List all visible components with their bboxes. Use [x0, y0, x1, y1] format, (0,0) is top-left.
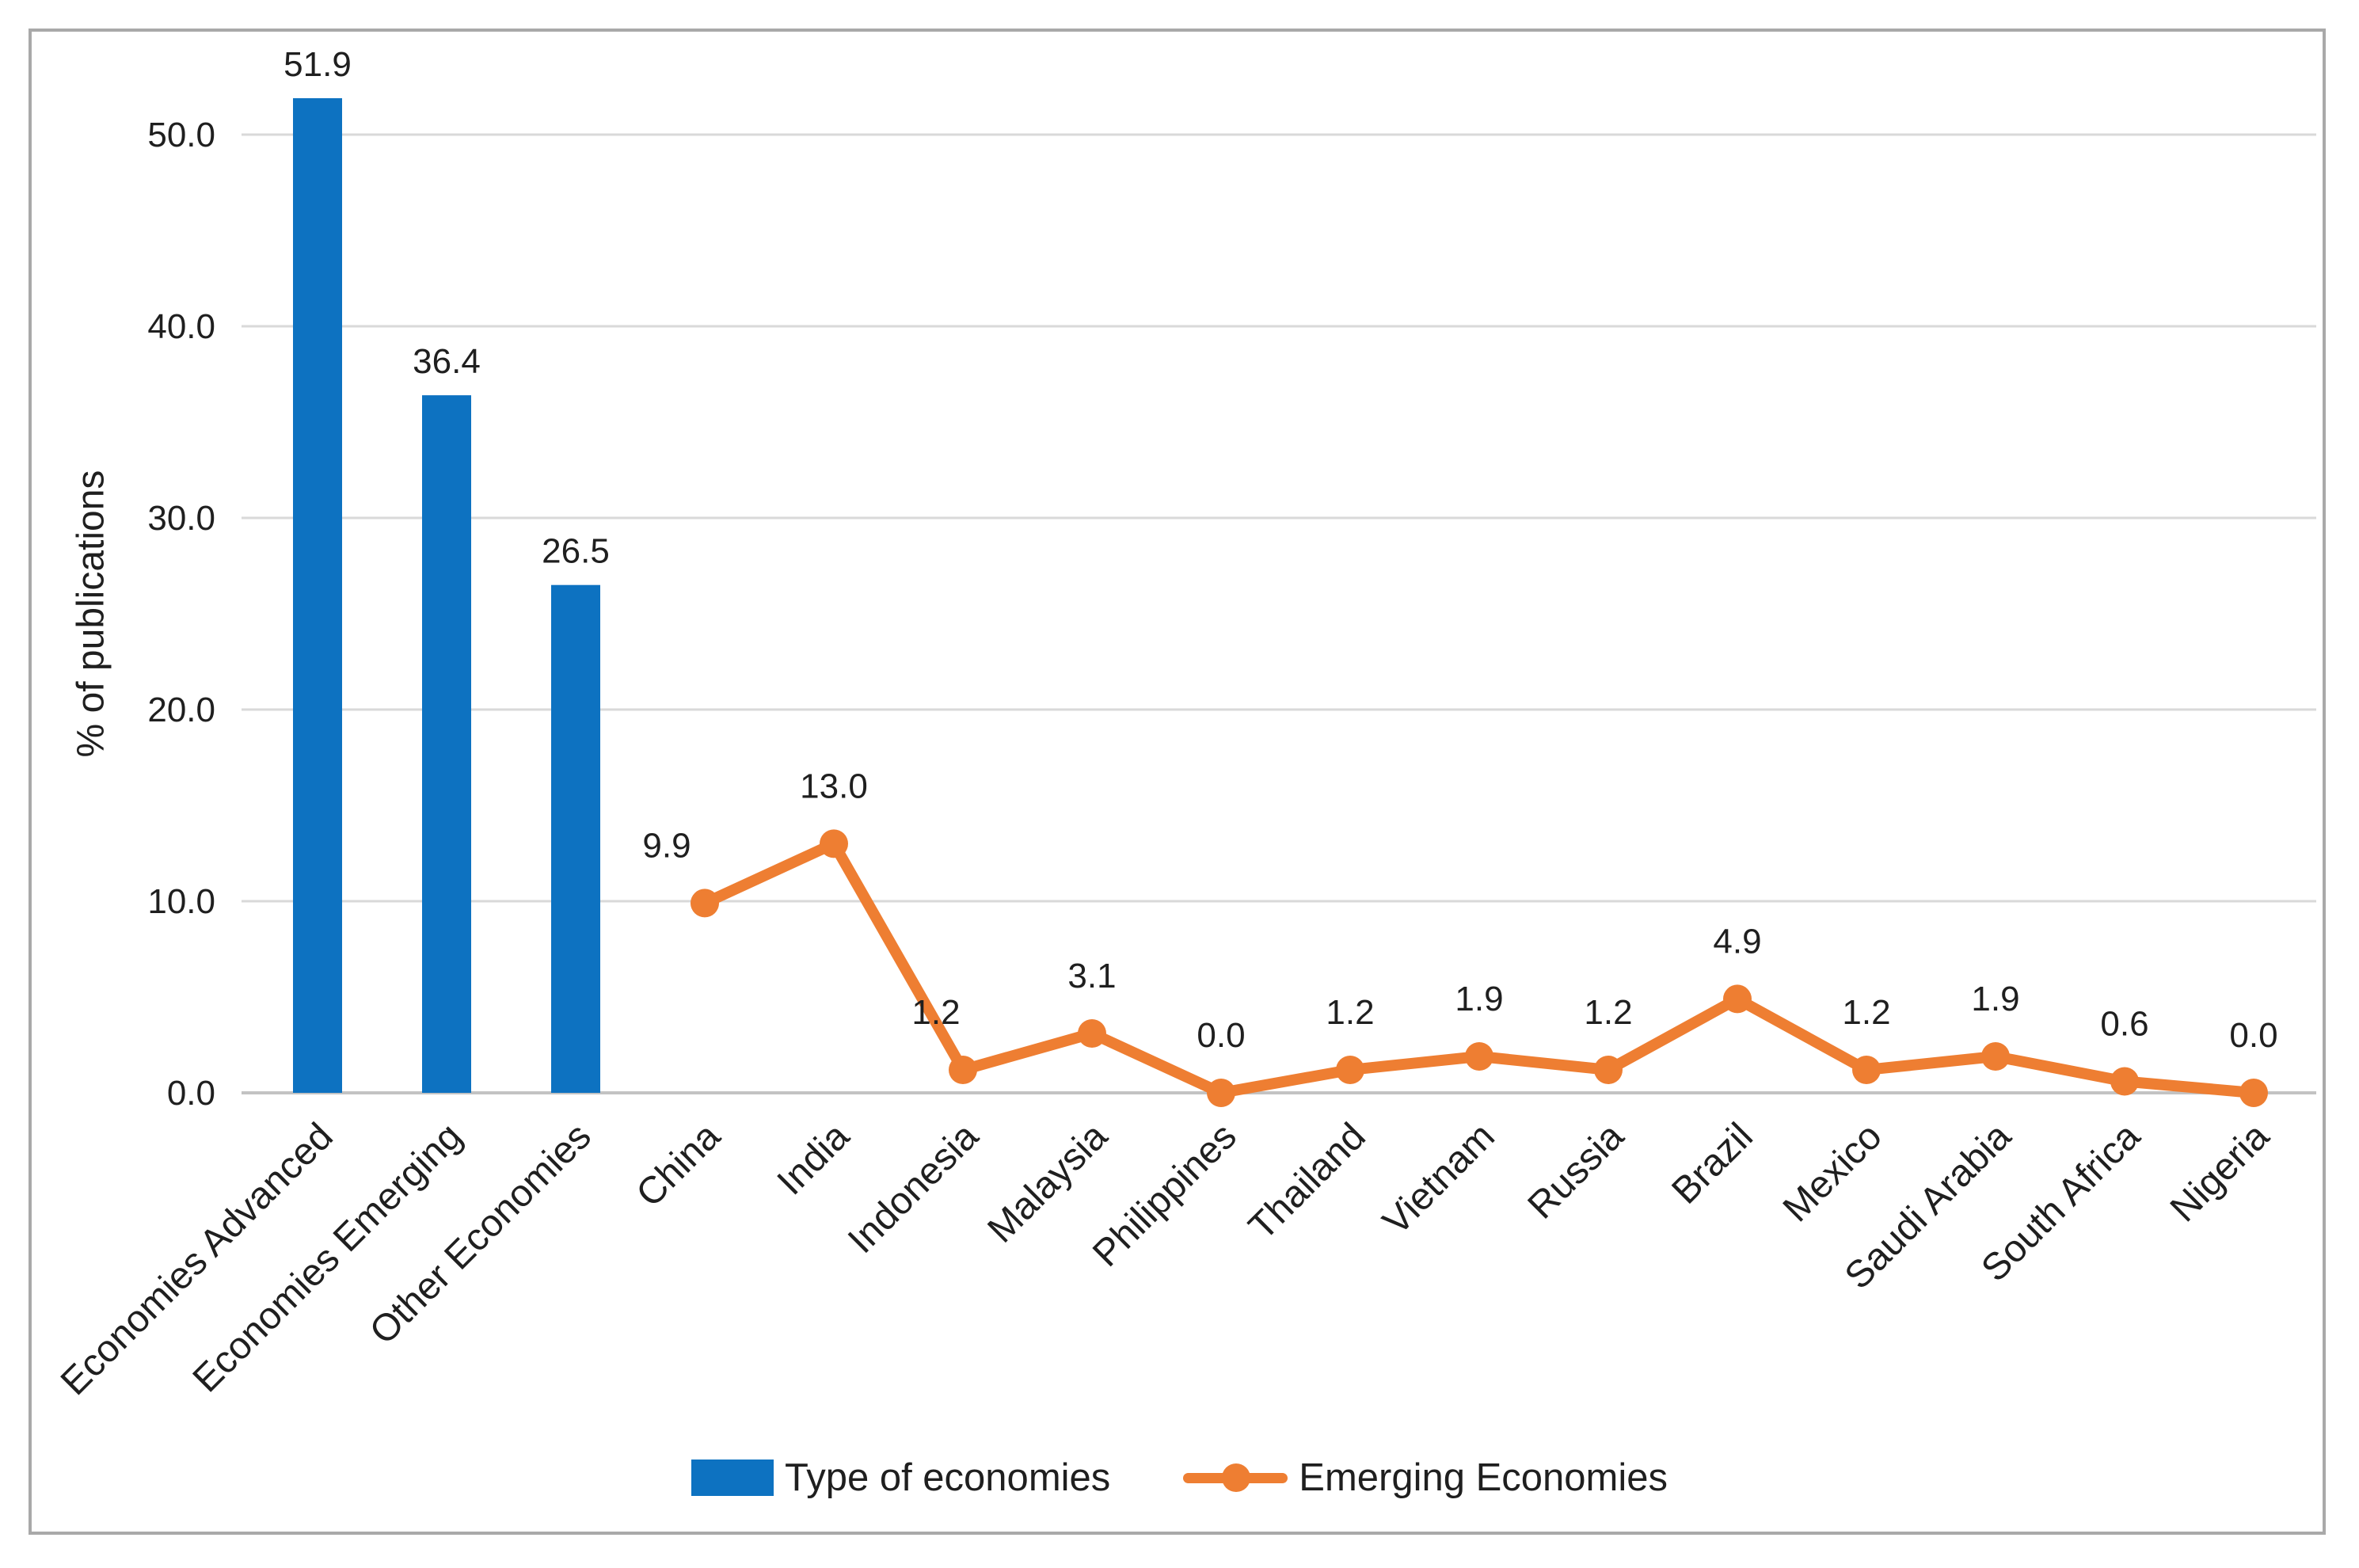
line-data-label: 1.9 [1455, 980, 1503, 1018]
bar-data-label: 26.5 [542, 532, 610, 571]
figure-border-frame [29, 29, 2326, 1535]
line-marker-india [820, 829, 848, 858]
category-label-other-economies: Other Economies [362, 1115, 599, 1353]
line-data-label: 9.9 [642, 826, 691, 865]
line-data-label: 3.1 [1067, 957, 1116, 995]
line-data-label: 0.6 [2100, 1004, 2148, 1043]
bar-economies-emerging [422, 395, 471, 1093]
category-label-thailand: Thailand [1241, 1115, 1374, 1248]
line-marker-thailand [1336, 1055, 1364, 1084]
line-marker-swatch-icon [1183, 1462, 1288, 1494]
line-marker-vietnam [1465, 1042, 1493, 1071]
bar-other-economies [551, 584, 600, 1093]
line-data-label: 1.9 [1971, 980, 2019, 1018]
line-data-label: 1.2 [1326, 993, 1374, 1032]
category-label-brazil: Brazil [1664, 1115, 1760, 1212]
bar-data-label: 51.9 [283, 45, 352, 84]
line-marker-russia [1594, 1055, 1623, 1084]
category-label-indonesia: Indonesia [840, 1115, 987, 1262]
line-data-label: 13.0 [800, 767, 868, 805]
line-marker-china [691, 889, 719, 918]
legend-item-bar-series: Type of economies [691, 1456, 1110, 1500]
bar-economies-advanced [293, 98, 342, 1093]
category-label-india: India [770, 1115, 858, 1203]
line-data-label: 0.0 [1197, 1016, 1245, 1055]
legend-item-line-series: Emerging Economies [1183, 1456, 1668, 1500]
legend: Type of economies Emerging Economies [0, 1456, 2359, 1500]
bar-data-label: 36.4 [413, 342, 481, 381]
y-tick-label: 50.0 [147, 116, 215, 154]
line-marker-indonesia [949, 1055, 977, 1084]
category-label-mexico: Mexico [1775, 1115, 1890, 1230]
category-label-malaysia: Malaysia [980, 1115, 1116, 1251]
y-tick-label: 30.0 [147, 499, 215, 538]
line-data-label: 1.2 [911, 993, 960, 1032]
bar-swatch-icon [691, 1460, 774, 1496]
category-label-china: China [629, 1115, 729, 1215]
category-label-nigeria: Nigeria [2163, 1115, 2277, 1230]
line-marker-malaysia [1078, 1018, 1106, 1048]
line-marker-south-africa [2110, 1067, 2139, 1096]
line-marker-philippines [1207, 1079, 1235, 1107]
line-marker-mexico [1852, 1055, 1881, 1084]
line-marker-nigeria [2239, 1079, 2268, 1107]
line-data-label: 1.2 [1584, 993, 1632, 1032]
line-marker-saudi-arabia [1981, 1042, 2010, 1071]
category-label-vietnam: Vietnam [1375, 1115, 1502, 1243]
legend-label-bar-series: Type of economies [784, 1456, 1111, 1499]
line-marker-brazil [1723, 984, 1752, 1014]
y-tick-label: 20.0 [147, 691, 215, 729]
line-data-label: 0.0 [2229, 1016, 2277, 1055]
legend-label-line-series: Emerging Economies [1299, 1456, 1668, 1499]
category-label-russia: Russia [1520, 1115, 1632, 1227]
y-tick-label: 10.0 [147, 882, 215, 921]
line-data-label: 4.9 [1713, 922, 1761, 961]
y-tick-label: 40.0 [147, 307, 215, 346]
line-data-label: 1.2 [1842, 993, 1890, 1032]
y-tick-label: 0.0 [167, 1074, 215, 1113]
